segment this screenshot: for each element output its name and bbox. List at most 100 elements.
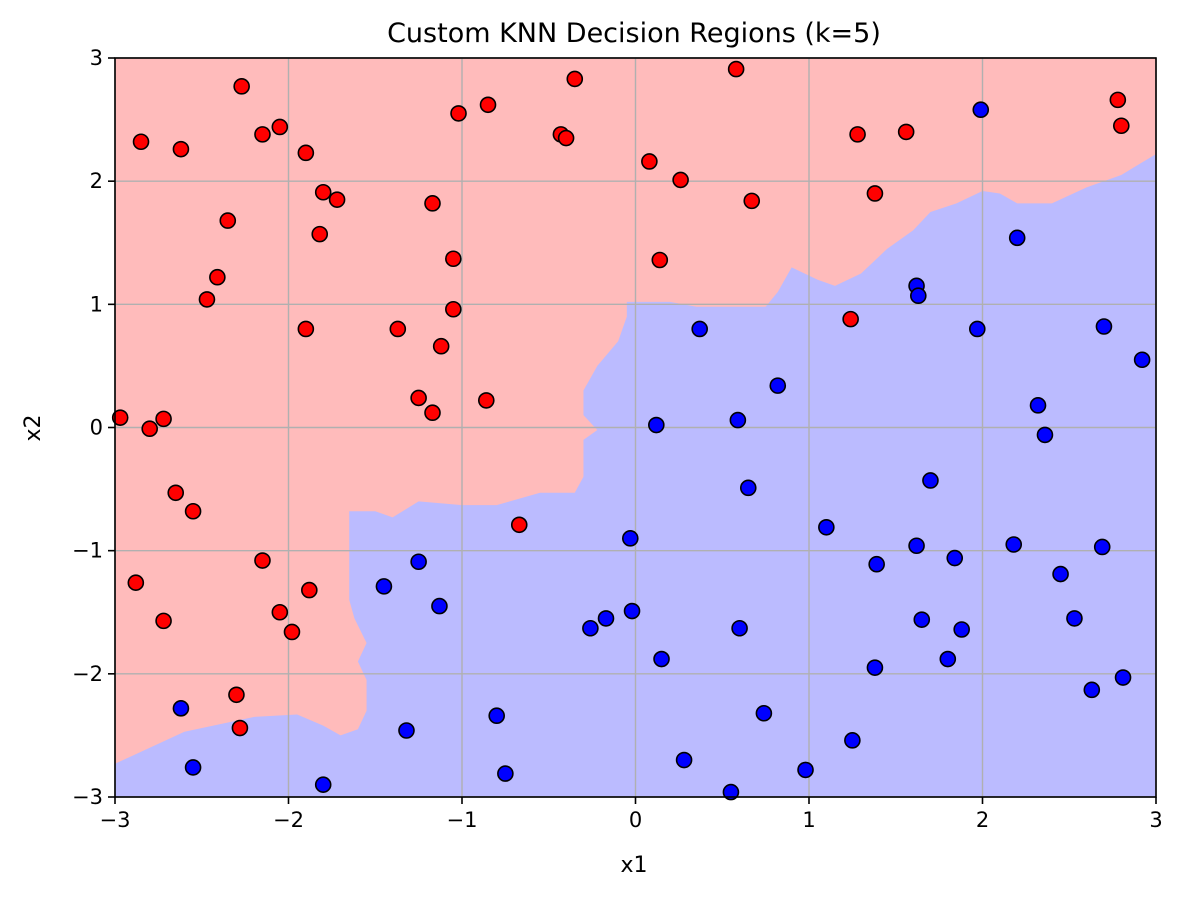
blue-point <box>375 578 393 595</box>
red-point <box>219 212 237 229</box>
red-point <box>842 310 859 328</box>
blue-point <box>968 320 986 338</box>
blue-point <box>172 700 190 717</box>
blue-point <box>597 610 615 627</box>
red-point <box>155 612 172 630</box>
red-point <box>479 96 497 114</box>
y-tick-label: −3 <box>72 785 103 809</box>
blue-point <box>1029 397 1047 414</box>
y-tick-label: −1 <box>72 539 103 563</box>
blue-point <box>1036 426 1054 444</box>
blue-point <box>1095 318 1113 335</box>
y-tick-label: 1 <box>90 292 103 316</box>
red-point <box>254 552 271 569</box>
red-point <box>866 185 884 202</box>
x-axis-label: x1 <box>620 853 647 878</box>
red-point <box>231 719 249 737</box>
red-point <box>301 581 318 599</box>
y-tick-label: 2 <box>90 169 103 193</box>
blue-point <box>922 472 939 489</box>
blue-point <box>953 621 970 638</box>
red-point <box>127 574 145 591</box>
red-point <box>155 410 172 428</box>
blue-point <box>729 411 747 429</box>
x-tick-label: 1 <box>802 808 815 832</box>
red-point <box>510 516 528 534</box>
red-point <box>228 686 245 704</box>
blue-point <box>410 553 427 571</box>
blue-point <box>844 732 861 749</box>
blue-point <box>1008 229 1026 247</box>
red-point <box>172 140 190 158</box>
red-point <box>1109 91 1127 109</box>
red-point <box>297 144 315 162</box>
red-point <box>254 126 271 143</box>
x-tick-label: 0 <box>629 808 642 832</box>
blue-point <box>868 555 885 573</box>
blue-point <box>648 416 665 434</box>
red-point <box>424 404 441 422</box>
red-point <box>727 60 745 78</box>
x-axis-ticks: −3 −2 −1 0 1 2 3 <box>100 797 1163 832</box>
red-point <box>445 300 462 318</box>
blue-point <box>913 611 931 628</box>
blue-point <box>1005 536 1023 553</box>
blue-point <box>497 765 514 782</box>
red-point <box>271 118 289 136</box>
y-tick-label: 3 <box>90 46 103 70</box>
red-point <box>389 320 407 338</box>
blue-point <box>1083 681 1101 699</box>
blue-point <box>314 776 332 793</box>
red-point <box>445 250 462 268</box>
blue-point <box>582 619 599 637</box>
blue-point <box>1093 538 1111 556</box>
red-point <box>184 502 202 520</box>
blue-point <box>722 783 740 801</box>
blue-point <box>910 287 927 305</box>
red-point <box>283 623 301 641</box>
blue-point <box>691 320 708 338</box>
red-point <box>849 126 866 143</box>
red-point <box>450 105 467 122</box>
red-point <box>424 195 441 212</box>
blue-point <box>946 549 964 567</box>
blue-point <box>675 751 693 769</box>
red-point <box>410 389 427 407</box>
red-point <box>311 225 329 243</box>
red-point <box>132 133 150 151</box>
blue-point <box>1133 351 1151 369</box>
blue-point <box>908 537 925 555</box>
blue-point <box>739 479 757 497</box>
blue-point <box>184 759 202 776</box>
x-tick-label: −3 <box>100 808 131 832</box>
red-point <box>209 268 226 286</box>
red-point <box>297 320 315 338</box>
blue-point <box>866 659 884 676</box>
red-point <box>167 484 185 502</box>
red-point <box>566 70 584 88</box>
blue-point <box>797 761 814 779</box>
red-point <box>641 153 658 170</box>
red-point <box>477 392 495 409</box>
x-tick-label: 2 <box>976 808 989 832</box>
blue-point <box>731 619 748 637</box>
blue-point <box>972 101 990 119</box>
red-point <box>271 603 289 621</box>
red-point <box>897 123 915 141</box>
blue-point <box>1114 669 1132 686</box>
blue-point <box>623 602 641 620</box>
red-point <box>314 183 332 201</box>
red-point <box>743 192 761 210</box>
y-tick-label: 0 <box>90 416 103 440</box>
blue-point <box>653 650 670 668</box>
red-point <box>328 191 346 208</box>
blue-point <box>621 530 639 547</box>
y-axis-ticks: −3 −2 −1 0 1 2 3 <box>72 46 115 809</box>
x-tick-label: −2 <box>273 808 304 832</box>
red-point <box>651 251 669 269</box>
x-tick-label: 3 <box>1149 808 1162 832</box>
red-point <box>111 409 129 426</box>
red-point <box>233 78 250 95</box>
chart-title: Custom KNN Decision Regions (k=5) <box>387 18 881 49</box>
